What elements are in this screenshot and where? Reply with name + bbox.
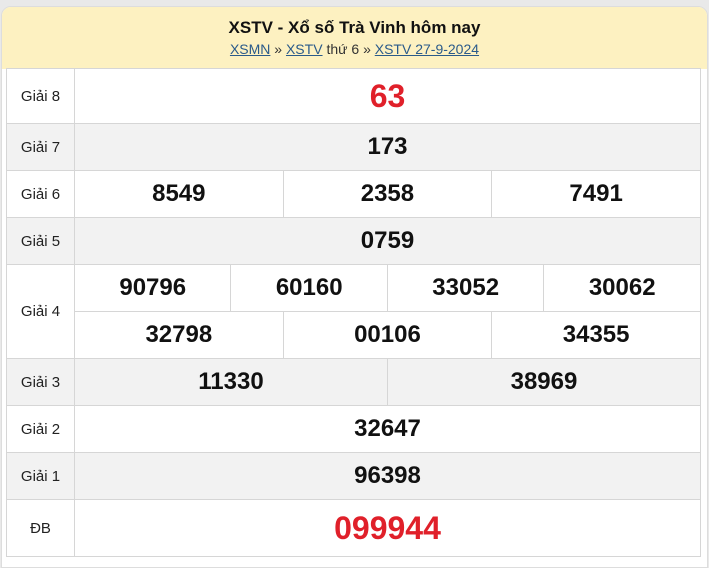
- page-title: XSTV - Xổ số Trà Vinh hôm nay: [228, 18, 481, 37]
- prize-number: 32647: [74, 405, 701, 453]
- prize-number: 099944: [74, 499, 701, 557]
- prize-row-5: Giải 5 0759: [6, 217, 701, 265]
- results-table: Giải 8 63 Giải 7 173 Giải 6 8549 2358 74…: [6, 68, 702, 557]
- prize-label: Giải 8: [6, 68, 75, 124]
- breadcrumb-separator: »: [274, 41, 283, 57]
- prize-number: 0759: [74, 217, 701, 265]
- prize-label: Giải 6: [6, 170, 75, 218]
- prize-label: ĐB: [6, 499, 75, 557]
- prize-number: 90796: [73, 264, 232, 312]
- prize-number: 34355: [491, 311, 701, 359]
- prize-row-4b: 32798 00106 34355: [7, 311, 701, 359]
- prize-number: 2358: [282, 170, 493, 218]
- prize-label: Giải 3: [6, 358, 75, 406]
- prize-number: 96398: [74, 452, 701, 500]
- prize-label: Giải 4: [6, 264, 75, 359]
- prize-row-4: Giải 4 90796 60160 33052 30062: [6, 264, 701, 359]
- breadcrumb: XSMN » XSTV thứ 6 » XSTV 27-9-2024: [2, 41, 707, 57]
- prize-number: 60160: [230, 264, 388, 312]
- prize-row-6: Giải 6 8549 2358 7491: [6, 170, 701, 218]
- prize-number: 33052: [386, 264, 545, 312]
- prize-label: Giải 7: [6, 123, 75, 171]
- prize-label: Giải 1: [6, 452, 75, 500]
- prize-number: 8549: [74, 170, 284, 218]
- breadcrumb-day: thứ 6: [326, 41, 360, 57]
- prize-label: Giải 2: [6, 405, 75, 453]
- prize-row-7: Giải 7 173: [6, 123, 701, 171]
- prize-row-2: Giải 2 32647: [6, 405, 701, 453]
- prize-label: Giải 5: [6, 217, 75, 265]
- prize-number: 30062: [543, 264, 701, 312]
- prize-number: 7491: [491, 170, 701, 218]
- prize-row-1: Giải 1 96398: [6, 452, 701, 500]
- prize-number: 63: [74, 68, 701, 124]
- prize-number: 38969: [386, 358, 702, 406]
- prize-number: 11330: [74, 358, 388, 406]
- prize-number: 00106: [282, 311, 493, 359]
- breadcrumb-xstv[interactable]: XSTV: [285, 41, 323, 57]
- prize-row-8: Giải 8 63: [6, 68, 701, 124]
- breadcrumb-xsmn[interactable]: XSMN: [229, 41, 271, 57]
- prize-number: 173: [74, 123, 701, 171]
- breadcrumb-separator: »: [363, 41, 371, 57]
- results-header: XSTV - Xổ số Trà Vinh hôm nay XSMN » XST…: [2, 7, 707, 69]
- breadcrumb-date[interactable]: XSTV 27-9-2024: [374, 41, 480, 57]
- prize-number: 32798: [74, 311, 284, 359]
- prize-row-3: Giải 3 11330 38969: [6, 358, 702, 406]
- prize-row-special: ĐB 099944: [6, 499, 701, 557]
